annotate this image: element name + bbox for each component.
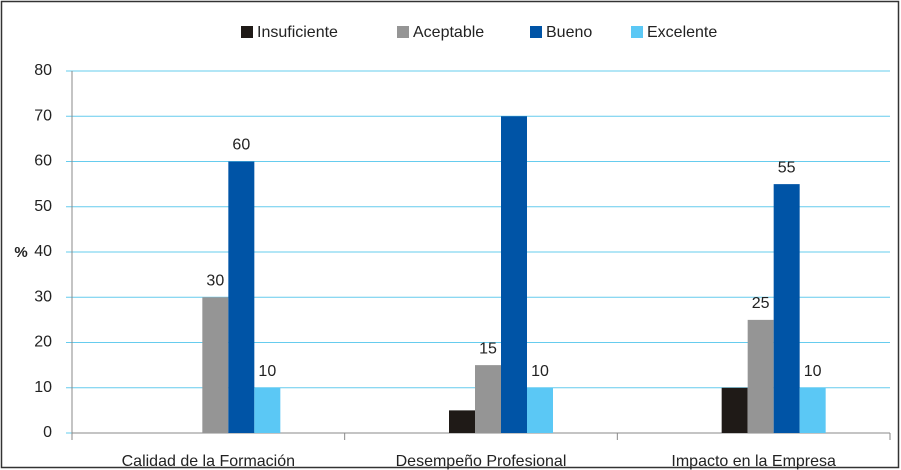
bar xyxy=(527,387,553,433)
y-tick-label: 70 xyxy=(34,107,52,124)
bar xyxy=(475,365,501,433)
legend-label: Bueno xyxy=(546,24,592,41)
data-label: 30 xyxy=(206,272,224,289)
legend-swatch xyxy=(631,26,643,38)
x-tick-label: Calidad de la Formación xyxy=(122,453,295,470)
bar xyxy=(747,319,774,433)
legend-label: Excelente xyxy=(647,24,717,41)
bar xyxy=(202,297,229,433)
y-tick-label: 40 xyxy=(34,243,52,260)
data-label: 10 xyxy=(531,363,549,380)
legend-label: Insuficiente xyxy=(257,24,338,41)
bar xyxy=(799,387,826,433)
y-tick-label: 60 xyxy=(34,153,52,170)
data-label: 60 xyxy=(232,137,250,154)
y-tick-label: 30 xyxy=(34,288,52,305)
y-tick-label: 20 xyxy=(34,334,52,351)
x-tick-label: Desempeño Profesional xyxy=(396,453,567,470)
bar xyxy=(254,387,281,433)
legend-label: Aceptable xyxy=(413,24,484,41)
x-tick-label: Impacto en la Empresa xyxy=(671,453,836,470)
legend-swatch xyxy=(530,26,542,38)
data-label: 10 xyxy=(258,363,276,380)
data-label: 15 xyxy=(479,340,497,357)
data-label: 10 xyxy=(804,363,822,380)
bar xyxy=(228,161,255,433)
y-tick-label: 50 xyxy=(34,198,52,215)
bar xyxy=(773,184,800,433)
legend-swatch xyxy=(241,26,253,38)
data-label: 55 xyxy=(778,159,796,176)
y-tick-label: 0 xyxy=(43,424,52,441)
legend-swatch xyxy=(397,26,409,38)
bar xyxy=(449,410,475,433)
bar xyxy=(721,387,748,433)
bar xyxy=(501,116,527,433)
y-tick-label: 80 xyxy=(34,62,52,79)
y-tick-label: 10 xyxy=(34,379,52,396)
y-axis-label: % xyxy=(14,244,27,261)
data-label: 25 xyxy=(752,295,770,312)
